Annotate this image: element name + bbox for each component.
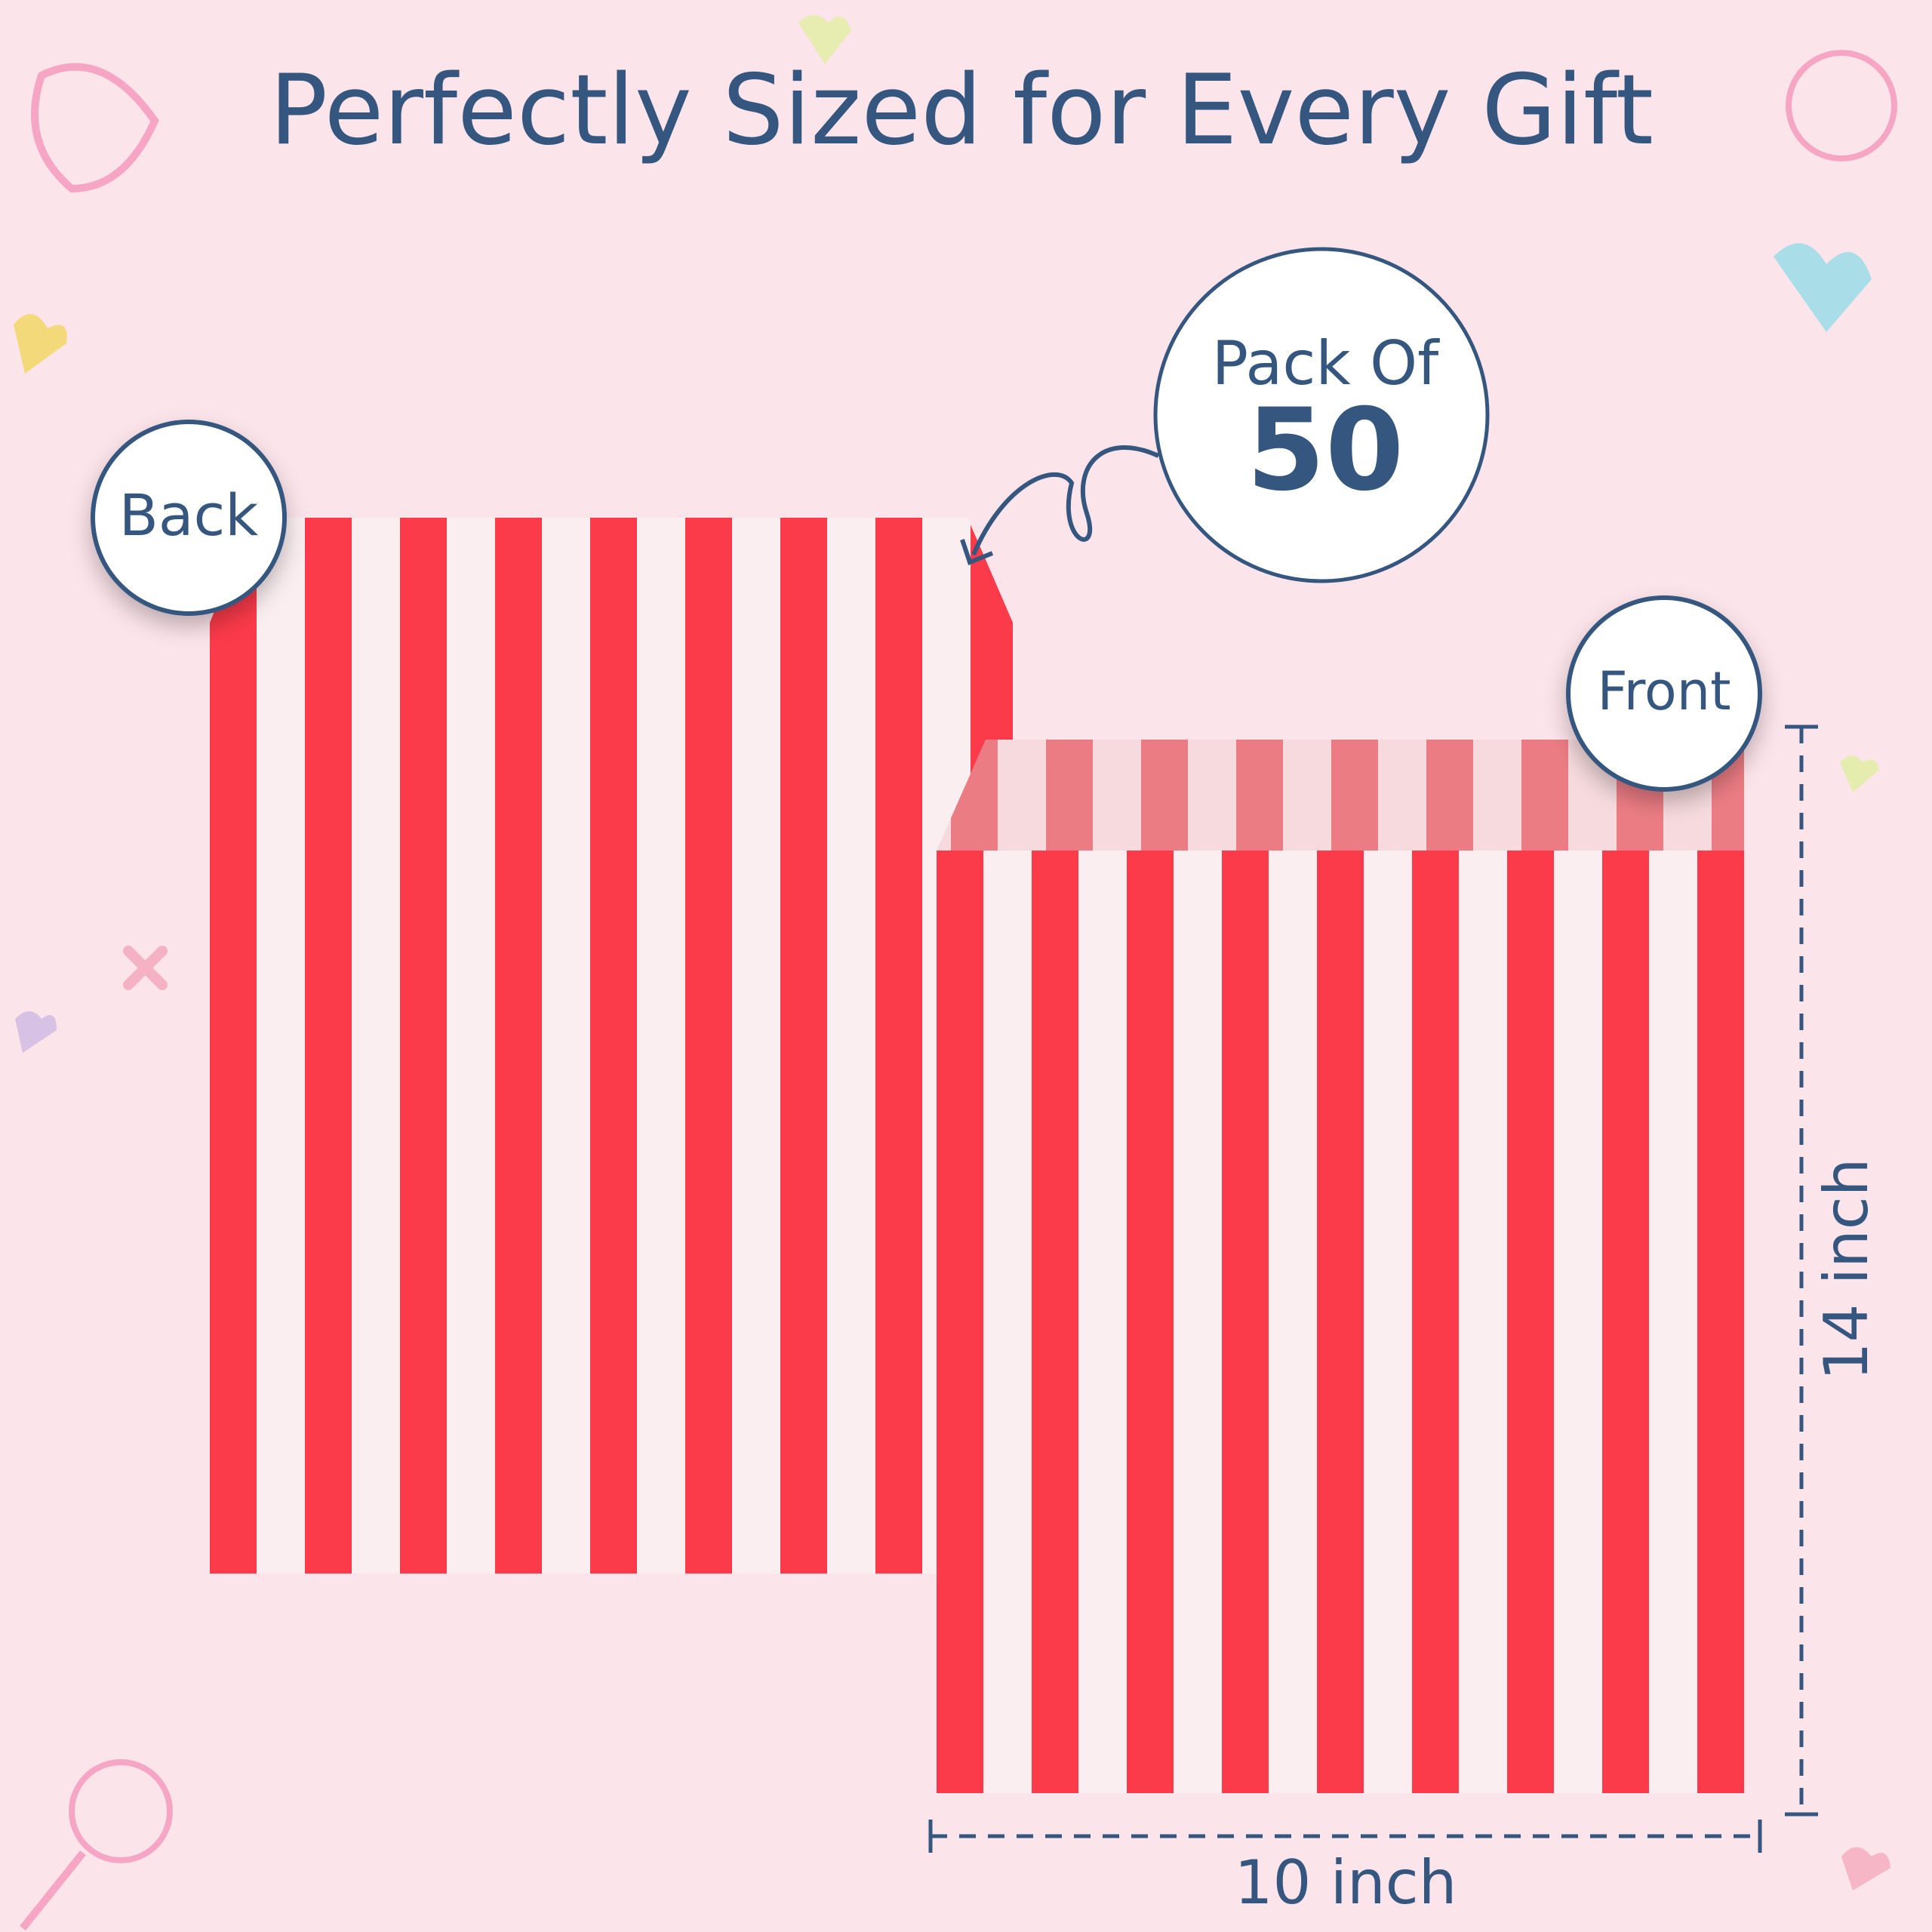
- decorations: [14, 15, 1897, 1931]
- front-label: Front: [1597, 660, 1730, 722]
- front-badge: [1566, 595, 1762, 792]
- front-bag: [937, 851, 1744, 1793]
- width-label: 10 inch: [1235, 1847, 1457, 1918]
- candy-decor: [1786, 50, 1897, 162]
- cross-decor: [123, 946, 168, 990]
- heart-decor: [15, 1011, 57, 1053]
- arrow: [971, 445, 1160, 556]
- heart-decor: [1774, 243, 1872, 332]
- pack-count: 50: [1247, 385, 1404, 516]
- pack-label: Pack Of: [1212, 328, 1440, 398]
- lollipop-decor: [69, 1759, 173, 1863]
- lollipop-decor: [20, 1850, 86, 1931]
- back-bag: [210, 518, 1013, 1574]
- candy-decor: [31, 63, 159, 193]
- heart-decor: [1840, 755, 1879, 792]
- heart-decor: [798, 15, 851, 64]
- height-label: 14 inch: [1811, 1158, 1881, 1381]
- heart-decor: [1841, 1847, 1890, 1890]
- pack-badge: [1153, 247, 1490, 583]
- front-bag-flap: [937, 740, 1744, 851]
- arrow-head: [960, 539, 994, 565]
- back-badge: [91, 420, 287, 616]
- back-label: Back: [119, 481, 259, 549]
- heart-decor: [14, 314, 67, 374]
- title: Perfectly Sized for Every Gift: [269, 54, 1654, 167]
